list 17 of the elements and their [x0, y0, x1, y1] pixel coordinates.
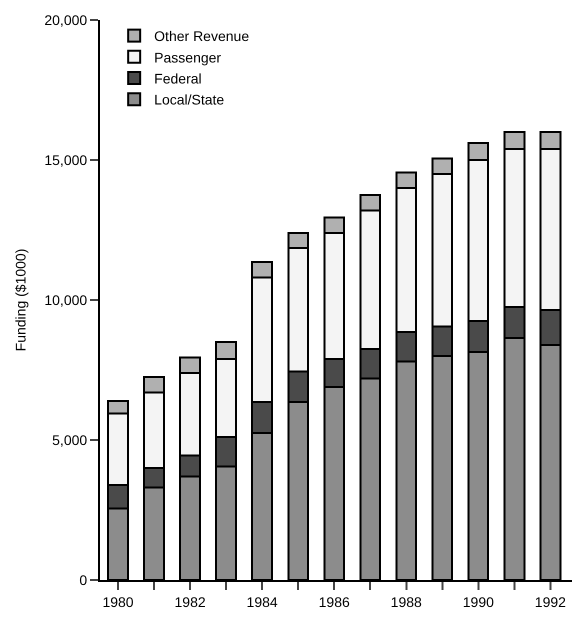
legend-label: Passenger [154, 49, 222, 66]
x-tick-label: 1980 [102, 594, 134, 610]
x-tick-label: 1988 [390, 594, 422, 610]
x-tick-label: 1984 [246, 594, 278, 610]
y-axis-title: Funding ($1000) [12, 248, 28, 352]
x-tick-label: 1986 [318, 594, 350, 610]
x-tick-label: 1982 [174, 594, 206, 610]
legend-label: Local/State [154, 92, 224, 108]
y-tick-label: 15,000 [44, 152, 88, 168]
y-tick-label: 10,000 [44, 292, 88, 308]
legend-label: Federal [154, 70, 202, 86]
y-tick-label: 0 [79, 572, 88, 588]
x-tick-label: 1990 [462, 594, 494, 610]
legend-label: Other Revenue [154, 28, 250, 44]
x-tick-label: 1992 [534, 594, 566, 610]
y-tick-label: 20,000 [44, 12, 88, 28]
y-tick-label: 5,000 [52, 432, 88, 448]
